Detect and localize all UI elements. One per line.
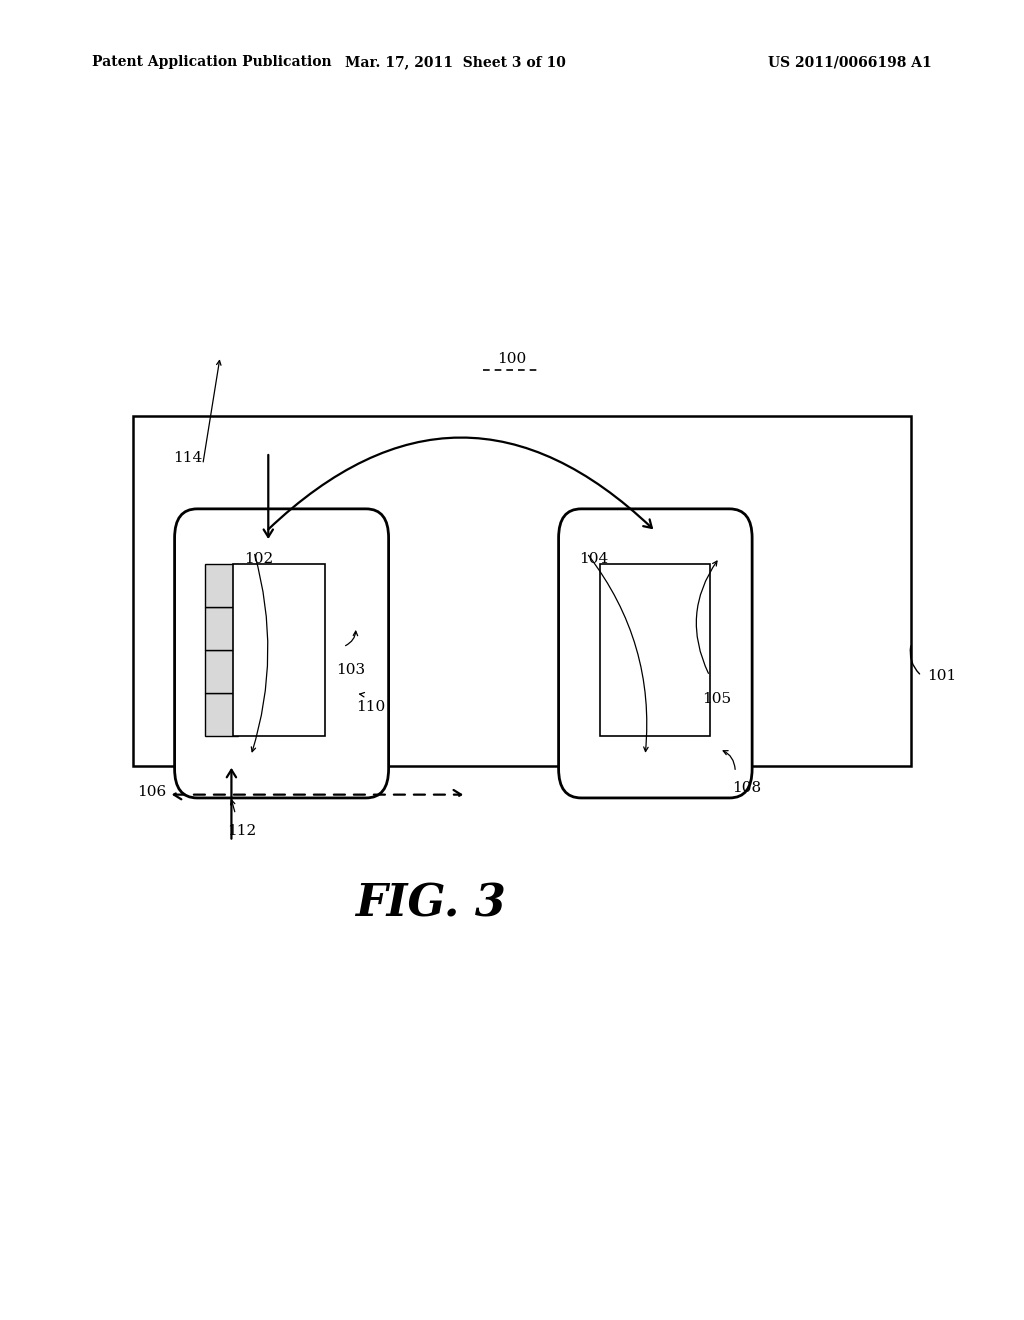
Text: Mar. 17, 2011  Sheet 3 of 10: Mar. 17, 2011 Sheet 3 of 10 xyxy=(345,55,566,69)
Text: 110: 110 xyxy=(356,700,386,714)
Text: 102: 102 xyxy=(244,552,273,566)
Text: 108: 108 xyxy=(732,781,761,796)
Bar xyxy=(205,607,238,649)
Text: FIG. 3: FIG. 3 xyxy=(354,883,506,925)
FancyBboxPatch shape xyxy=(133,416,911,766)
Bar xyxy=(205,565,238,607)
Text: 104: 104 xyxy=(580,552,609,566)
Text: 105: 105 xyxy=(702,692,731,706)
Text: 106: 106 xyxy=(137,785,167,800)
Text: US 2011/0066198 A1: US 2011/0066198 A1 xyxy=(768,55,932,69)
Text: 103: 103 xyxy=(336,663,365,677)
Text: Patent Application Publication: Patent Application Publication xyxy=(92,55,332,69)
Text: 112: 112 xyxy=(227,824,257,838)
Bar xyxy=(205,651,238,693)
Text: 101: 101 xyxy=(927,669,956,682)
Bar xyxy=(205,693,238,737)
FancyBboxPatch shape xyxy=(600,565,711,737)
FancyBboxPatch shape xyxy=(233,565,326,737)
Text: 100: 100 xyxy=(498,351,526,366)
FancyBboxPatch shape xyxy=(174,510,389,797)
FancyBboxPatch shape xyxy=(559,510,752,797)
Text: 114: 114 xyxy=(173,450,203,465)
